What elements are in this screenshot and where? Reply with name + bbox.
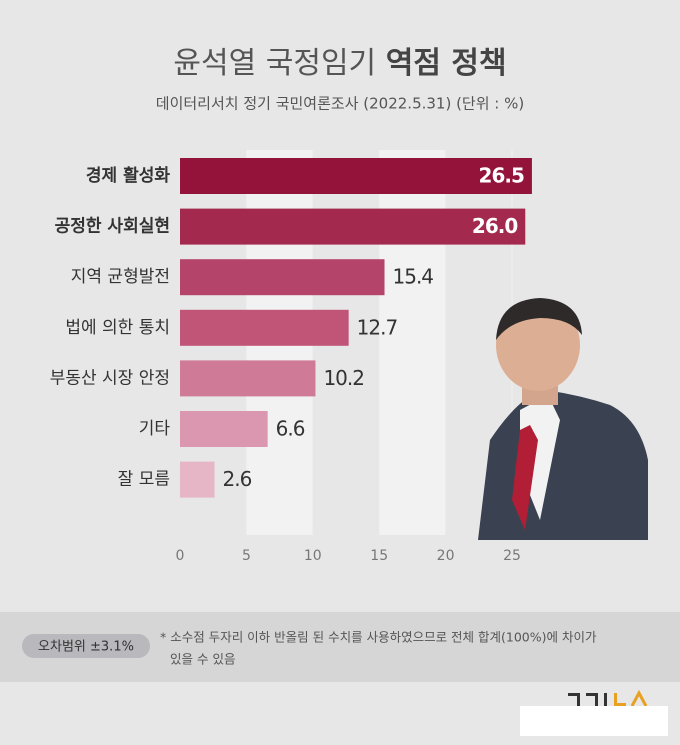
x-tick-label: 15 — [370, 548, 388, 564]
note-line: * 소수점 두자리 이하 반올림 된 수치를 사용하였으므로 전체 합계(100… — [160, 630, 597, 645]
bar — [180, 461, 215, 498]
photo — [478, 298, 648, 540]
title-bold: 역점 정책 — [386, 46, 507, 81]
bar — [180, 360, 316, 397]
value-label: 6.6 — [276, 417, 305, 441]
bar — [180, 411, 268, 447]
y-tick-label: 지역 균형발전 — [71, 267, 170, 287]
bar — [180, 158, 532, 194]
x-tick-label: 5 — [242, 548, 251, 564]
value-label: 12.7 — [357, 315, 398, 339]
y-tick-label: 공정한 사회실현 — [55, 217, 170, 237]
value-label: 2.6 — [223, 467, 252, 491]
y-tick-label: 법에 의한 통치 — [65, 318, 170, 338]
value-label: 26.0 — [472, 214, 517, 238]
y-tick-label: 부동산 시장 안정 — [50, 368, 170, 388]
chart-title: 윤석열 국정임기 역점 정책 — [173, 46, 506, 81]
subtitle: 데이터리서치 정기 국민여론조사 (2022.5.31) (단위 : %) — [156, 95, 524, 113]
x-tick-label: 0 — [176, 548, 185, 564]
grid-band — [379, 150, 446, 535]
logo — [568, 689, 648, 707]
bar — [180, 208, 526, 245]
value-label: 10.2 — [323, 366, 364, 390]
x-tick-label: 10 — [304, 548, 322, 564]
x-tick-label: 25 — [503, 548, 521, 564]
bar — [180, 309, 349, 346]
y-tick-label: 기타 — [139, 419, 171, 439]
blank-box — [520, 706, 668, 736]
value-label: 15.4 — [393, 265, 434, 289]
margin-of-error: 오차범위 ±3.1% — [38, 640, 134, 655]
value-label: 26.5 — [479, 164, 524, 188]
title-regular: 윤석열 국정임기 — [173, 46, 376, 81]
note-line: 있을 수 있음 — [170, 652, 235, 667]
y-tick-label: 잘 모름 — [118, 470, 170, 490]
y-tick-label: 경제 활성화 — [86, 165, 170, 186]
moe-pill — [22, 634, 150, 658]
bar — [180, 259, 385, 296]
x-tick-label: 20 — [437, 548, 455, 564]
